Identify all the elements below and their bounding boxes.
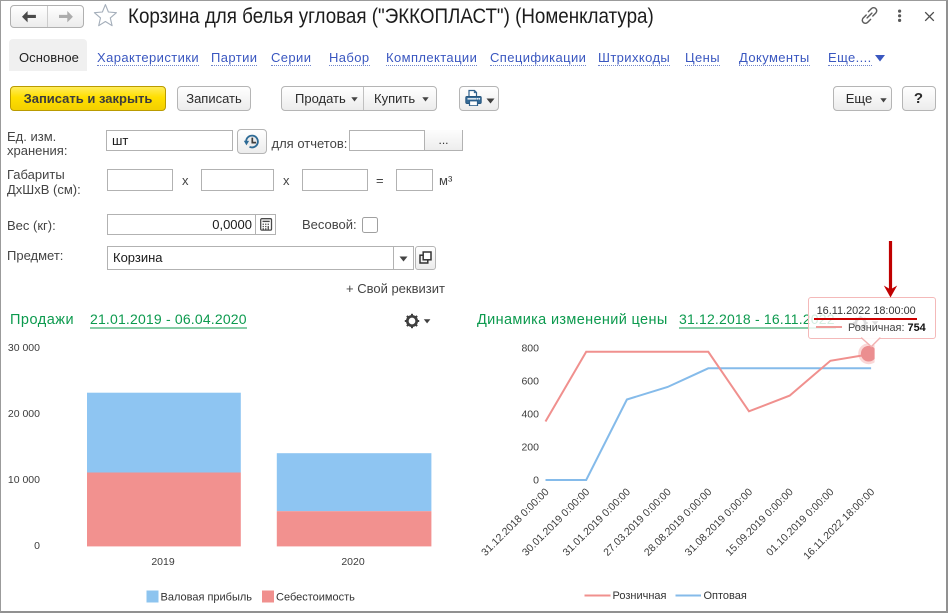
- svg-text:21.01.2019 - 06.04.2020: 21.01.2019 - 06.04.2020: [90, 311, 247, 327]
- svg-text:2020: 2020: [341, 556, 365, 568]
- svg-text:Розничная: Розничная: [613, 590, 667, 602]
- svg-text:01.10.2019 0:00:00: 01.10.2019 0:00:00: [764, 486, 837, 559]
- svg-text:20 000: 20 000: [8, 408, 40, 420]
- svg-text:27.03.2019 0:00:00: 27.03.2019 0:00:00: [601, 486, 674, 559]
- svg-text:31.01.2019 0:00:00: 31.01.2019 0:00:00: [561, 486, 634, 559]
- svg-text:15.09.2019 0:00:00: 15.09.2019 0:00:00: [723, 486, 796, 559]
- svg-text:400: 400: [521, 409, 539, 421]
- svg-text:0: 0: [34, 540, 40, 552]
- svg-text:28.08.2019 0:00:00: 28.08.2019 0:00:00: [642, 486, 715, 559]
- svg-text:Себестоимость: Себестоимость: [276, 592, 355, 604]
- svg-text:2019: 2019: [151, 556, 175, 568]
- svg-text:0: 0: [533, 475, 539, 487]
- svg-text:Продажи: Продажи: [10, 312, 74, 328]
- svg-text:200: 200: [521, 442, 539, 454]
- svg-text:800: 800: [521, 343, 539, 355]
- svg-text:600: 600: [521, 376, 539, 388]
- svg-text:30 000: 30 000: [8, 342, 40, 354]
- svg-text:Валовая прибыль: Валовая прибыль: [161, 592, 253, 604]
- svg-text:31.12.2018 0:00:00: 31.12.2018 0:00:00: [479, 486, 552, 559]
- svg-text:Оптовая: Оптовая: [704, 590, 747, 602]
- svg-text:30.01.2019 0:00:00: 30.01.2019 0:00:00: [520, 486, 593, 559]
- svg-text:10 000: 10 000: [8, 474, 40, 486]
- svg-text:31.12.2018 - 16.11.2022: 31.12.2018 - 16.11.2022: [679, 311, 835, 327]
- svg-text:31.08.2019 0:00:00: 31.08.2019 0:00:00: [683, 486, 756, 559]
- svg-text:Динамика изменений цены: Динамика изменений цены: [477, 312, 668, 328]
- svg-text:16.11.2022 18:00:00: 16.11.2022 18:00:00: [801, 486, 877, 562]
